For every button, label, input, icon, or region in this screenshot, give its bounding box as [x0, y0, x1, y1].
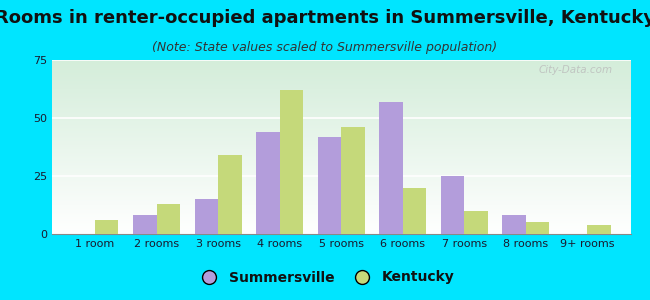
Bar	[380, 102, 403, 234]
Bar	[280, 90, 303, 234]
Bar	[318, 136, 341, 234]
Bar	[218, 155, 242, 234]
Bar	[95, 220, 118, 234]
Text: City-Data.com: City-Data.com	[539, 65, 613, 75]
Bar	[441, 176, 464, 234]
Text: (Note: State values scaled to Summersville population): (Note: State values scaled to Summersvil…	[153, 40, 497, 53]
Bar	[588, 225, 611, 234]
Text: Rooms in renter-occupied apartments in Summersville, Kentucky: Rooms in renter-occupied apartments in S…	[0, 9, 650, 27]
Bar	[464, 211, 488, 234]
Bar	[403, 188, 426, 234]
Bar	[526, 222, 549, 234]
Bar	[157, 204, 180, 234]
Bar	[256, 132, 280, 234]
Bar	[341, 127, 365, 234]
Bar	[502, 215, 526, 234]
Bar	[195, 199, 218, 234]
Legend: Summersville, Kentucky: Summersville, Kentucky	[190, 265, 460, 290]
Bar	[133, 215, 157, 234]
